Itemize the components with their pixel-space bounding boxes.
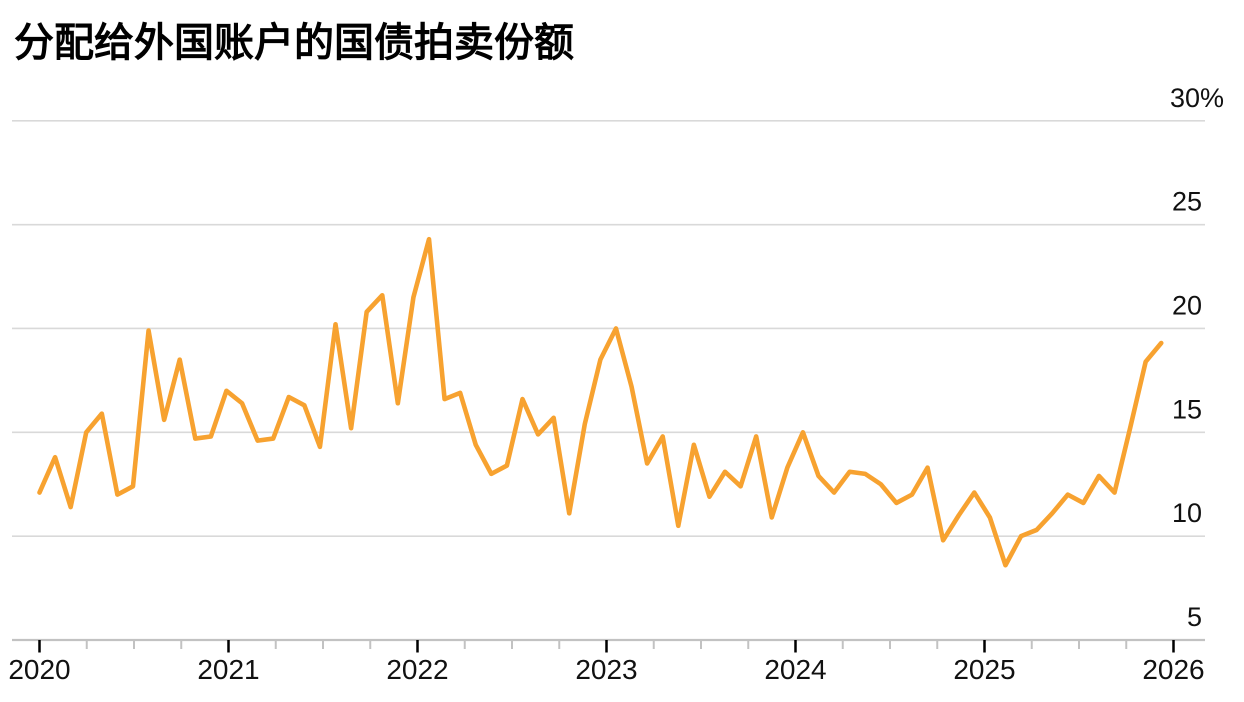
- treasury-auction-foreign-share-line: [37, 236, 1164, 568]
- y-axis-label-10: 10: [1172, 498, 1202, 528]
- x-axis-label-2020: 2020: [8, 654, 70, 685]
- y-axis-label-20: 20: [1172, 290, 1202, 320]
- y-axis-label-30: 30%: [1170, 83, 1224, 113]
- y-axis-label-5: 5: [1187, 602, 1202, 632]
- x-axis-label-2022: 2022: [386, 654, 448, 685]
- y-axis-label-15: 15: [1172, 394, 1202, 424]
- x-axis-label-2025: 2025: [953, 654, 1015, 685]
- x-axis-label-2024: 2024: [764, 654, 826, 685]
- x-axis-label-2021: 2021: [197, 654, 259, 685]
- x-axis-label-2023: 2023: [575, 654, 637, 685]
- chart-title: 分配给外国账户的国债拍卖份额: [14, 21, 574, 65]
- x-axis-label-2026: 2026: [1142, 654, 1204, 685]
- y-axis-label-25: 25: [1172, 187, 1202, 217]
